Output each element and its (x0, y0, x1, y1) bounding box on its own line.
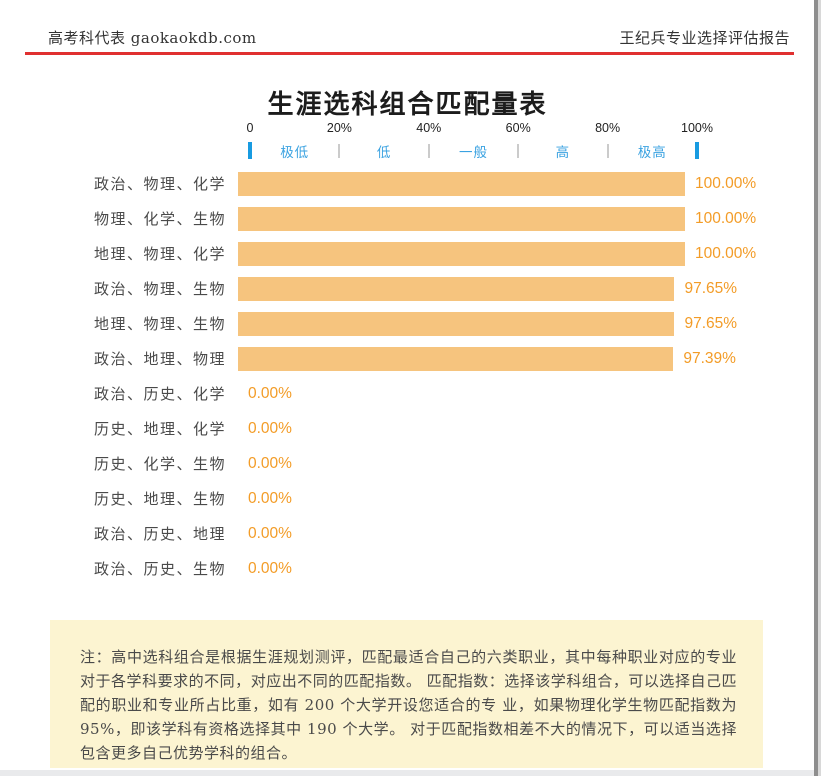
band-label: 高 (555, 145, 571, 161)
bar-area: 97.65% (238, 276, 738, 301)
subject-combination-label: 政治、地理、物理 (93, 350, 226, 368)
note-box: 注：高中选科组合是根据生涯规划测评，匹配最适合自己的六类职业，其中每种职业对应的… (50, 620, 763, 768)
subject-combination-label: 政治、历史、生物 (93, 560, 226, 578)
axis-end-tick (248, 142, 252, 159)
match-percentage: 0.00% (248, 524, 292, 542)
chart-row: 历史、地理、生物 0.00% (0, 481, 800, 516)
band-label: 极低 (280, 145, 310, 161)
match-percentage: 0.00% (248, 454, 292, 472)
chart-row: 地理、物理、生物 97.65% (0, 306, 800, 341)
bar-area: 100.00% (238, 171, 757, 196)
subject-combination-label: 历史、地理、生物 (93, 490, 226, 508)
chart-row: 政治、历史、生物 0.00% (0, 551, 800, 586)
chart-row: 物理、化学、生物 100.00% (0, 201, 800, 236)
match-bar (238, 206, 685, 231)
bar-area: 100.00% (238, 206, 757, 231)
header-divider (25, 52, 794, 55)
note-text: 注：高中选科组合是根据生涯规划测评，匹配最适合自己的六类职业，其中每种职业对应的… (80, 648, 737, 762)
bar-area: 0.00% (238, 417, 292, 441)
band-label: 一般 (459, 145, 488, 161)
axis-tick-label: 0 (246, 121, 254, 135)
axis-tick-label: 20% (326, 121, 352, 135)
match-percentage: 0.00% (248, 559, 292, 577)
match-percentage: 100.00% (695, 209, 757, 227)
match-percentage: 97.39% (683, 349, 736, 367)
axis-separator-tick (427, 144, 430, 158)
axis-end-tick (695, 142, 699, 159)
axis-band-row: 极低 低 一般 高 极高 (248, 141, 699, 161)
match-bar (238, 241, 685, 266)
match-percentage: 0.00% (248, 489, 292, 507)
chart-row: 地理、物理、化学 100.00% (0, 236, 800, 271)
axis-separator-tick (517, 144, 520, 158)
match-percentage: 0.00% (248, 384, 292, 402)
chart-row: 政治、地理、物理 97.39% (0, 341, 800, 376)
band-label: 低 (376, 145, 392, 161)
bar-area: 97.65% (238, 311, 738, 336)
bar-area: 0.00% (238, 452, 292, 476)
axis-tick-label: 100% (681, 121, 713, 135)
chart-row: 历史、化学、生物 0.00% (0, 446, 800, 481)
chart-row: 政治、物理、生物 97.65% (0, 271, 800, 306)
axis-tick-label: 40% (416, 121, 442, 135)
match-bar (238, 276, 675, 301)
chart-row: 历史、地理、化学 0.00% (0, 411, 800, 446)
subject-combination-label: 地理、物理、生物 (93, 315, 226, 333)
chart-row: 政治、物理、化学 100.00% (0, 166, 800, 201)
bar-area: 100.00% (238, 241, 757, 266)
match-percentage: 100.00% (695, 244, 757, 262)
subject-combination-label: 政治、历史、地理 (93, 525, 226, 543)
bar-area: 0.00% (238, 382, 292, 406)
axis-separator-tick (338, 144, 341, 158)
subject-combination-label: 政治、历史、化学 (93, 385, 226, 403)
header-site-name: 高考科代表 gaokaokdb.com (48, 29, 257, 47)
match-bar (238, 311, 675, 336)
band-label: 极高 (637, 145, 667, 161)
chart-row: 政治、历史、地理 0.00% (0, 516, 800, 551)
right-page-border (814, 0, 818, 776)
subject-combination-label: 地理、物理、化学 (93, 245, 226, 263)
axis-tick-row: 0 20% 40% 60% 80% 100% (246, 121, 713, 137)
match-percentage: 97.65% (684, 279, 738, 297)
subject-combination-label: 历史、化学、生物 (93, 455, 226, 473)
bar-area: 0.00% (238, 487, 292, 511)
axis-separator-tick (606, 144, 609, 158)
bar-area: 0.00% (238, 557, 292, 581)
subject-combination-label: 政治、物理、生物 (93, 280, 226, 298)
axis-tick-label: 60% (505, 121, 531, 135)
right-page-border-shadow (818, 0, 821, 776)
header-report-name: 王纪兵专业选择评估报告 (619, 29, 790, 47)
page-title: 生涯选科组合匹配量表 (267, 90, 548, 120)
match-percentage: 97.65% (684, 314, 738, 332)
match-bar (238, 171, 685, 196)
bar-rows: 政治、物理、化学 100.00% 物理、化学、生物 100.00% 地理、物理、… (0, 166, 800, 586)
match-bar (238, 346, 674, 371)
bottom-page-edge (0, 770, 821, 776)
match-percentage: 100.00% (695, 174, 757, 192)
subject-combination-label: 历史、地理、化学 (93, 420, 226, 438)
subject-combination-label: 政治、物理、化学 (93, 175, 226, 193)
axis-tick-label: 80% (595, 121, 621, 135)
bar-area: 97.39% (238, 346, 736, 371)
chart-row: 政治、历史、化学 0.00% (0, 376, 800, 411)
bar-area: 0.00% (238, 522, 292, 546)
subject-combination-label: 物理、化学、生物 (93, 210, 226, 228)
match-percentage: 0.00% (248, 419, 292, 437)
